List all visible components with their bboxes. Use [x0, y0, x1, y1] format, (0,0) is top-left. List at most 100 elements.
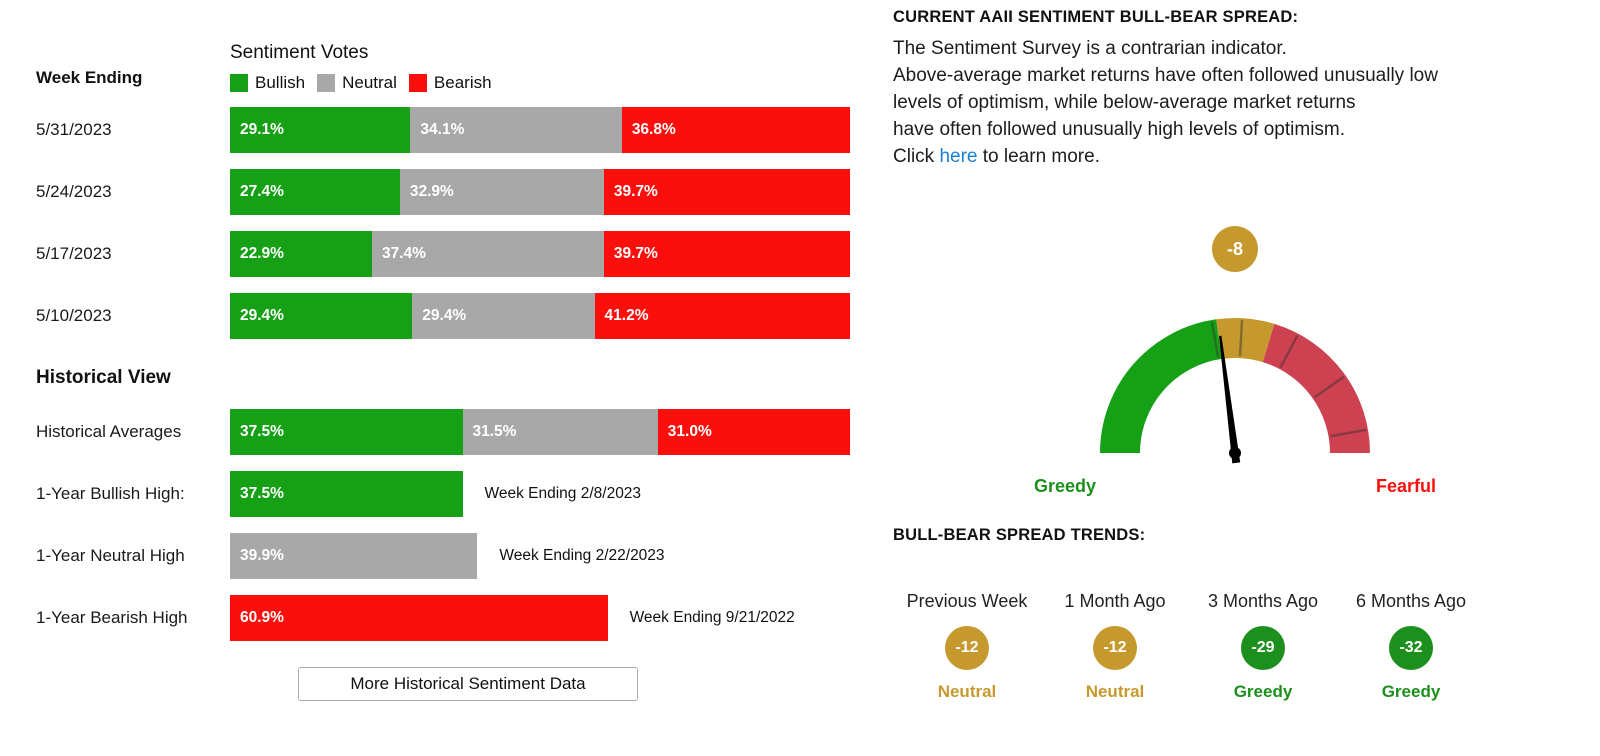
sentiment-week-row: 5/24/2023 27.4% 32.9% 39.7% [36, 169, 866, 215]
historical-averages-row: Historical Averages 37.5% 31.5% 31.0% [36, 409, 866, 455]
trend-value-badge: -12 [945, 626, 989, 670]
description-line: have often followed unusually high level… [893, 119, 1346, 140]
bullish-swatch-icon [230, 74, 248, 92]
bar-note: Week Ending 2/22/2023 [499, 547, 665, 564]
stacked-bar: 37.5% 31.5% 31.0% [230, 409, 850, 455]
legend-item-bullish: Bullish [230, 73, 305, 93]
bullish-pct: 29.4% [240, 307, 284, 324]
bearish-segment: 31.0% [657, 409, 850, 455]
trend-value: -32 [1399, 639, 1423, 656]
stacked-bar: 29.4% 29.4% 41.2% [230, 293, 850, 339]
neutral-pct: 31.5% [472, 423, 517, 440]
legend-label: Bearish [433, 73, 492, 92]
trend-status: Greedy [1381, 682, 1441, 701]
neutral-swatch-icon [317, 74, 336, 92]
bearish-pct: 31.0% [667, 423, 712, 440]
neutral-high-row: 1-Year Neutral High 39.9% Week Ending 2/… [36, 533, 866, 579]
bearish-segment: 39.7% [603, 231, 850, 277]
trend-status: Neutral [1085, 682, 1145, 701]
neutral-segment: 39.9% [230, 533, 478, 579]
neutral-pct: 29.4% [422, 307, 467, 324]
click-prefix: Click [893, 146, 940, 167]
learn-more-link[interactable]: here [939, 146, 978, 167]
legend-label: Neutral [342, 73, 397, 92]
bullish-pct: 37.5% [240, 423, 284, 440]
gauge-value: -8 [1226, 238, 1243, 259]
single-bar: 37.5% Week Ending 2/8/2023 [230, 471, 850, 517]
stacked-bar: 22.9% 37.4% 39.7% [230, 231, 850, 277]
neutral-high-label: 1-Year Neutral High [36, 546, 185, 565]
bearish-high-row: 1-Year Bearish High 60.9% Week Ending 9/… [36, 595, 866, 641]
chart-title-block: Sentiment Votes Bullish Neutral Bearish [230, 42, 492, 93]
description-line: The Sentiment Survey is a contrarian ind… [893, 38, 1287, 59]
bullish-segment: 22.9% [230, 231, 372, 277]
gauge-tick [1210, 321, 1220, 358]
neutral-pct: 34.1% [420, 121, 465, 138]
sentiment-votes-section: Week Ending Sentiment Votes Bullish Neut… [36, 0, 866, 701]
bullish-segment: 29.4% [230, 293, 413, 339]
chart-header: Week Ending Sentiment Votes Bullish Neut… [36, 42, 866, 93]
sentiment-gauge [1100, 317, 1370, 464]
description-line: levels of optimism, while below-average … [893, 92, 1356, 113]
gauge-tick [1238, 320, 1244, 357]
single-bar: 39.9% Week Ending 2/22/2023 [230, 533, 850, 579]
gauge-tick [1313, 375, 1345, 399]
bearish-swatch-icon [408, 74, 427, 92]
trend-label: 6 Months Ago [1355, 591, 1467, 611]
bullish-segment: 27.4% [230, 169, 400, 215]
bar-note: Week Ending 2/8/2023 [484, 485, 642, 502]
description-line: Click here to learn more. [893, 143, 1593, 170]
trend-status: Neutral [937, 682, 997, 701]
bullish-segment: 29.1% [230, 107, 411, 153]
bearish-segment: 41.2% [594, 293, 850, 339]
bullish-pct: 37.5% [240, 485, 284, 502]
historical-averages-label: Historical Averages [36, 422, 182, 441]
gauge-fearful-label: Fearful [1375, 476, 1437, 496]
bullish-pct: 27.4% [240, 183, 284, 200]
trend-value: -29 [1251, 639, 1275, 656]
bearish-pct: 41.2% [604, 307, 649, 324]
bearish-pct: 39.7% [613, 245, 658, 262]
neutral-segment: 29.4% [412, 293, 595, 339]
bearish-pct: 60.9% [240, 609, 284, 626]
current-spread-heading: CURRENT AAII SENTIMENT BULL-BEAR SPREAD: [893, 8, 1299, 26]
week-date: 5/17/2023 [36, 244, 112, 263]
legend-label: Bullish [255, 73, 306, 92]
bullish-segment: 37.5% [230, 409, 463, 455]
trend-three-months-ago: 3 Months Ago -29 Greedy [1189, 591, 1337, 702]
neutral-pct: 39.9% [240, 547, 284, 564]
click-suffix: to learn more. [977, 146, 1100, 167]
legend-item-bearish: Bearish [408, 73, 492, 93]
neutral-pct: 37.4% [381, 245, 426, 262]
trends-row: Previous Week -12 Neutral 1 Month Ago -1… [893, 591, 1593, 702]
gauge-greedy-label: Greedy [1033, 476, 1097, 496]
trend-status: Greedy [1233, 682, 1293, 701]
sentiment-week-row: 5/31/2023 29.1% 34.1% 36.8% [36, 107, 866, 153]
more-historical-data-button[interactable]: More Historical Sentiment Data [298, 667, 638, 701]
gauge-neutral-zone [1216, 317, 1275, 363]
trend-value-badge: -12 [1093, 626, 1137, 670]
description-line: Above-average market returns have often … [893, 65, 1438, 86]
gauge-tick [1330, 428, 1367, 438]
trend-label: 3 Months Ago [1207, 591, 1319, 611]
bullish-high-row: 1-Year Bullish High: 37.5% Week Ending 2… [36, 471, 866, 517]
trends-heading: BULL-BEAR SPREAD TRENDS: [893, 526, 1146, 544]
legend: Bullish Neutral Bearish [230, 73, 492, 93]
gauge-greedy-zone [1100, 319, 1223, 454]
chart-title: Sentiment Votes [230, 42, 369, 63]
neutral-pct: 32.9% [409, 183, 454, 200]
trend-value-badge: -32 [1389, 626, 1433, 670]
week-date: 5/10/2023 [36, 306, 112, 325]
trend-value-badge: -29 [1241, 626, 1285, 670]
week-ending-column-header: Week Ending [36, 42, 230, 93]
spread-description: The Sentiment Survey is a contrarian ind… [893, 35, 1593, 170]
sentiment-week-row: 5/10/2023 29.4% 29.4% 41.2% [36, 293, 866, 339]
week-ending-label: Week Ending [36, 68, 143, 87]
bearish-high-label: 1-Year Bearish High [36, 608, 188, 627]
bearish-segment: 36.8% [621, 107, 850, 153]
bearish-pct: 39.7% [613, 183, 658, 200]
single-bar: 60.9% Week Ending 9/21/2022 [230, 595, 850, 641]
week-date: 5/24/2023 [36, 182, 112, 201]
gauge-needle-pivot [1229, 447, 1241, 459]
